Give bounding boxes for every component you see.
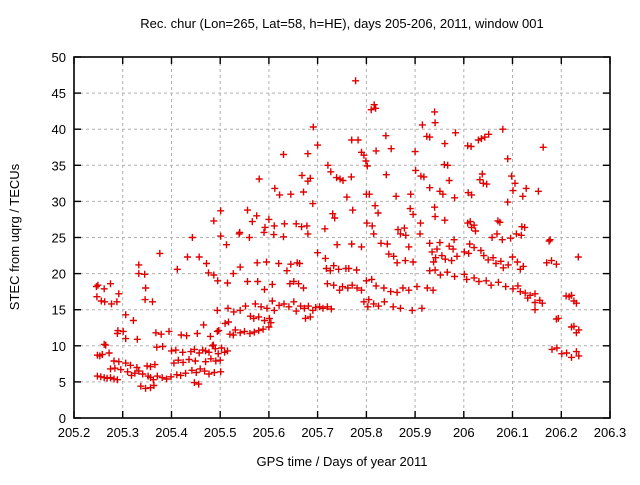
y-tick-label: 30: [52, 194, 66, 209]
y-tick-label: 10: [52, 339, 66, 354]
x-tick-label: 205.5: [204, 425, 237, 440]
y-tick-label: 40: [52, 122, 66, 137]
y-tick-label: 25: [52, 231, 66, 246]
y-tick-label: 20: [52, 267, 66, 282]
x-tick-label: 205.6: [253, 425, 286, 440]
data-points: [92, 77, 583, 392]
y-axis-label: STEC from uqrg / TECUs: [7, 163, 22, 310]
x-tick-label: 206.2: [545, 425, 578, 440]
x-tick-label: 206.3: [594, 425, 627, 440]
plot-frame: [73, 56, 611, 419]
y-tick-label: 50: [52, 50, 66, 65]
x-tick-label: 205.4: [155, 425, 188, 440]
x-tick-label: 205.9: [399, 425, 432, 440]
tick-labels: 205.2 205.3 205.4 205.5 205.6 205.7 205.8 205.9…: [52, 50, 627, 440]
x-axis-label: GPS time / Days of year 2011: [257, 454, 428, 469]
x-tick-label: 205.3: [106, 425, 139, 440]
chart-title: Rec. chur (Lon=265, Lat=58, h=HE), days …: [140, 16, 543, 31]
gridlines: [74, 57, 610, 418]
y-tick-label: 0: [59, 411, 66, 426]
x-tick-label: 205.7: [301, 425, 334, 440]
y-tick-label: 15: [52, 303, 66, 318]
y-tick-label: 5: [59, 375, 66, 390]
x-tick-label: 205.2: [58, 425, 91, 440]
x-tick-label: 206: [453, 425, 475, 440]
y-tick-label: 45: [52, 86, 66, 101]
x-tick-label: 206.1: [496, 425, 529, 440]
x-tick-label: 205.8: [350, 425, 383, 440]
y-tick-label: 35: [52, 158, 66, 173]
